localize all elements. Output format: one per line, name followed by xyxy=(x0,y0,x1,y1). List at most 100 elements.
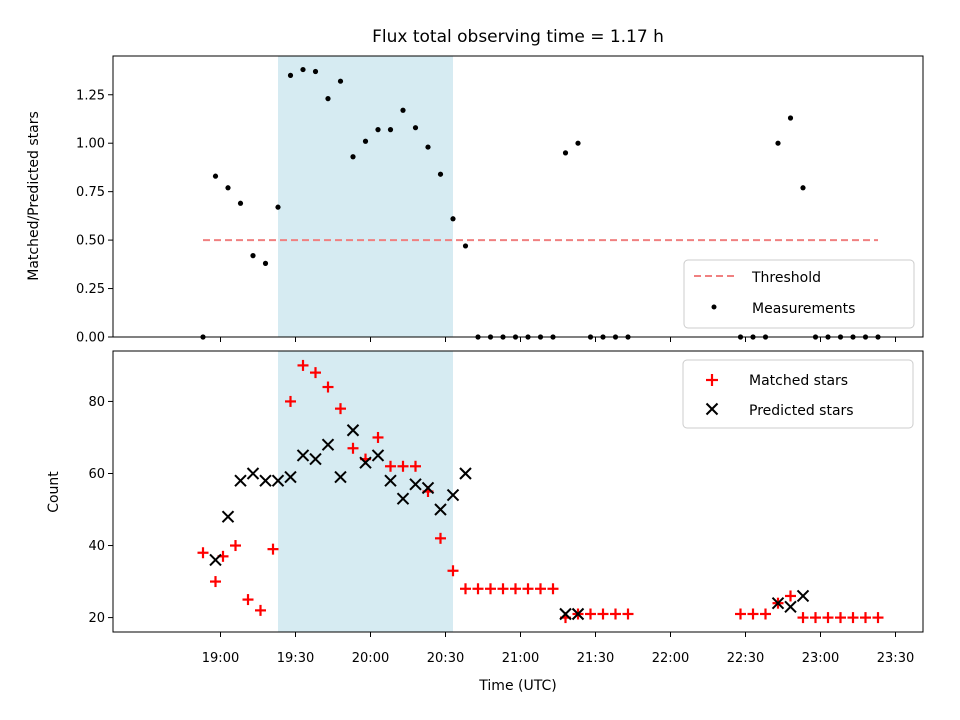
bottom-y-axis-label: Count xyxy=(46,471,62,513)
top-legend-box xyxy=(683,259,915,329)
matched-star-point xyxy=(297,359,309,371)
legend-matched-swatch xyxy=(706,374,718,386)
predicted-star-b xyxy=(221,510,235,523)
legend-threshold-label: Threshold xyxy=(751,270,821,286)
predicted-star-b xyxy=(271,474,285,487)
measurement-point xyxy=(800,185,806,191)
measurement-point xyxy=(375,127,381,133)
matched-star-point xyxy=(267,543,279,555)
measurement-point xyxy=(412,125,419,131)
top-y-axis-label: Matched/Predicted stars xyxy=(26,111,42,281)
matched-stars-series xyxy=(197,359,884,624)
measurement-point xyxy=(775,140,781,146)
predicted-star-point xyxy=(259,474,272,487)
y-tick-label: 20 xyxy=(88,611,105,626)
measurement-point xyxy=(337,78,344,84)
predicted-star-point xyxy=(346,424,360,437)
measurement-point xyxy=(275,204,281,210)
predicted-star-point xyxy=(296,449,310,462)
predicted-star-b xyxy=(784,600,797,613)
measurement-point xyxy=(250,253,256,259)
matched-star-point xyxy=(472,583,484,595)
predicted-star-point xyxy=(246,467,260,480)
matched-star-point xyxy=(310,367,321,379)
predicted-star-b xyxy=(296,449,310,462)
legend-matched-label: Matched stars xyxy=(749,373,848,389)
measurement-point xyxy=(462,243,469,249)
matched-star-point xyxy=(285,395,296,407)
x-tick-label: 21:00 xyxy=(502,651,539,666)
matched-star-point xyxy=(347,442,359,454)
predicted-star-b xyxy=(384,474,397,487)
matched-star-point xyxy=(372,431,384,443)
measurement-point xyxy=(312,68,319,75)
predicted-star-b xyxy=(284,470,297,484)
bottom-x-axis: 19:00 19:30 20:00 20:30 21:00 21:30 22:00 22:30… xyxy=(202,632,914,666)
matched-star-point xyxy=(385,460,396,472)
x-tick-label: 19:30 xyxy=(277,651,314,666)
predicted-star-b xyxy=(359,456,372,469)
matched-star-point xyxy=(622,608,634,620)
matched-star-point xyxy=(760,608,771,620)
predicted-star-b xyxy=(246,467,260,480)
bottom-panel: 20 40 60 80 19:00 19:30 20:00 20:30 21:00 21:30 2… xyxy=(46,350,924,694)
bottom-plot-frame xyxy=(112,350,924,633)
measurement-point xyxy=(325,96,331,102)
predicted-star-b xyxy=(346,424,360,437)
y-tick-label: 0.25 xyxy=(76,282,105,297)
x-tick-label: 19:00 xyxy=(202,651,239,666)
y-tick-label: 80 xyxy=(88,395,105,410)
matched-star-point xyxy=(822,612,834,624)
measurement-point xyxy=(437,171,444,177)
x-tick-label: 23:00 xyxy=(802,651,839,666)
predicted-star-b xyxy=(334,470,347,484)
predicted-star-point xyxy=(209,553,222,567)
y-tick-label: 0.50 xyxy=(76,234,105,249)
measurement-point xyxy=(212,173,219,179)
predicted-star-point xyxy=(421,481,435,495)
y-tick-label: 1.25 xyxy=(76,88,105,103)
matched-star-point xyxy=(860,612,871,624)
predicted-star-point xyxy=(459,467,472,480)
predicted-stars-series xyxy=(209,424,810,621)
predicted-star-b xyxy=(559,607,572,621)
matched-star-point xyxy=(810,612,821,624)
matched-star-point xyxy=(197,547,209,559)
predicted-star-point xyxy=(234,474,247,487)
predicted-star-point xyxy=(384,474,397,487)
x-tick-label: 22:30 xyxy=(727,651,764,666)
matched-star-point xyxy=(585,608,596,620)
predicted-star-point xyxy=(771,596,785,610)
predicted-star-b xyxy=(571,607,585,621)
x-tick-label: 21:30 xyxy=(577,651,614,666)
bottom-legend: Matched stars Predicted stars xyxy=(682,359,914,429)
bottom-legend-box xyxy=(682,359,914,429)
measurement-point xyxy=(450,216,456,222)
matched-star-point xyxy=(547,583,559,595)
matched-star-point xyxy=(230,540,241,552)
predicted-star-b xyxy=(259,474,272,487)
predicted-star-point xyxy=(409,478,422,491)
top-y-axis: 0.00 0.25 0.50 0.75 1.00 1.25 xyxy=(76,88,113,346)
predicted-star-b xyxy=(371,449,385,462)
y-tick-label: 0.00 xyxy=(76,331,105,346)
measurement-point xyxy=(350,154,356,160)
matched-star-point xyxy=(610,608,621,620)
matched-star-point xyxy=(255,604,266,616)
matched-star-point xyxy=(485,583,496,595)
matched-star-point xyxy=(460,583,471,595)
predicted-star-b xyxy=(234,474,247,487)
measurement-point xyxy=(425,144,431,150)
x-tick-label: 20:30 xyxy=(427,651,464,666)
y-tick-label: 40 xyxy=(88,539,105,554)
predicted-star-b xyxy=(771,596,785,610)
measurement-point xyxy=(300,66,306,73)
matched-star-point xyxy=(747,608,759,620)
legend-measurements-swatch xyxy=(711,304,717,310)
matched-star-point xyxy=(322,381,334,393)
matched-star-point xyxy=(847,612,859,624)
matched-star-point xyxy=(242,594,254,606)
x-axis-label: Time (UTC) xyxy=(478,678,556,694)
matched-star-point xyxy=(785,590,796,602)
legend-predicted-label: Predicted stars xyxy=(749,403,854,419)
